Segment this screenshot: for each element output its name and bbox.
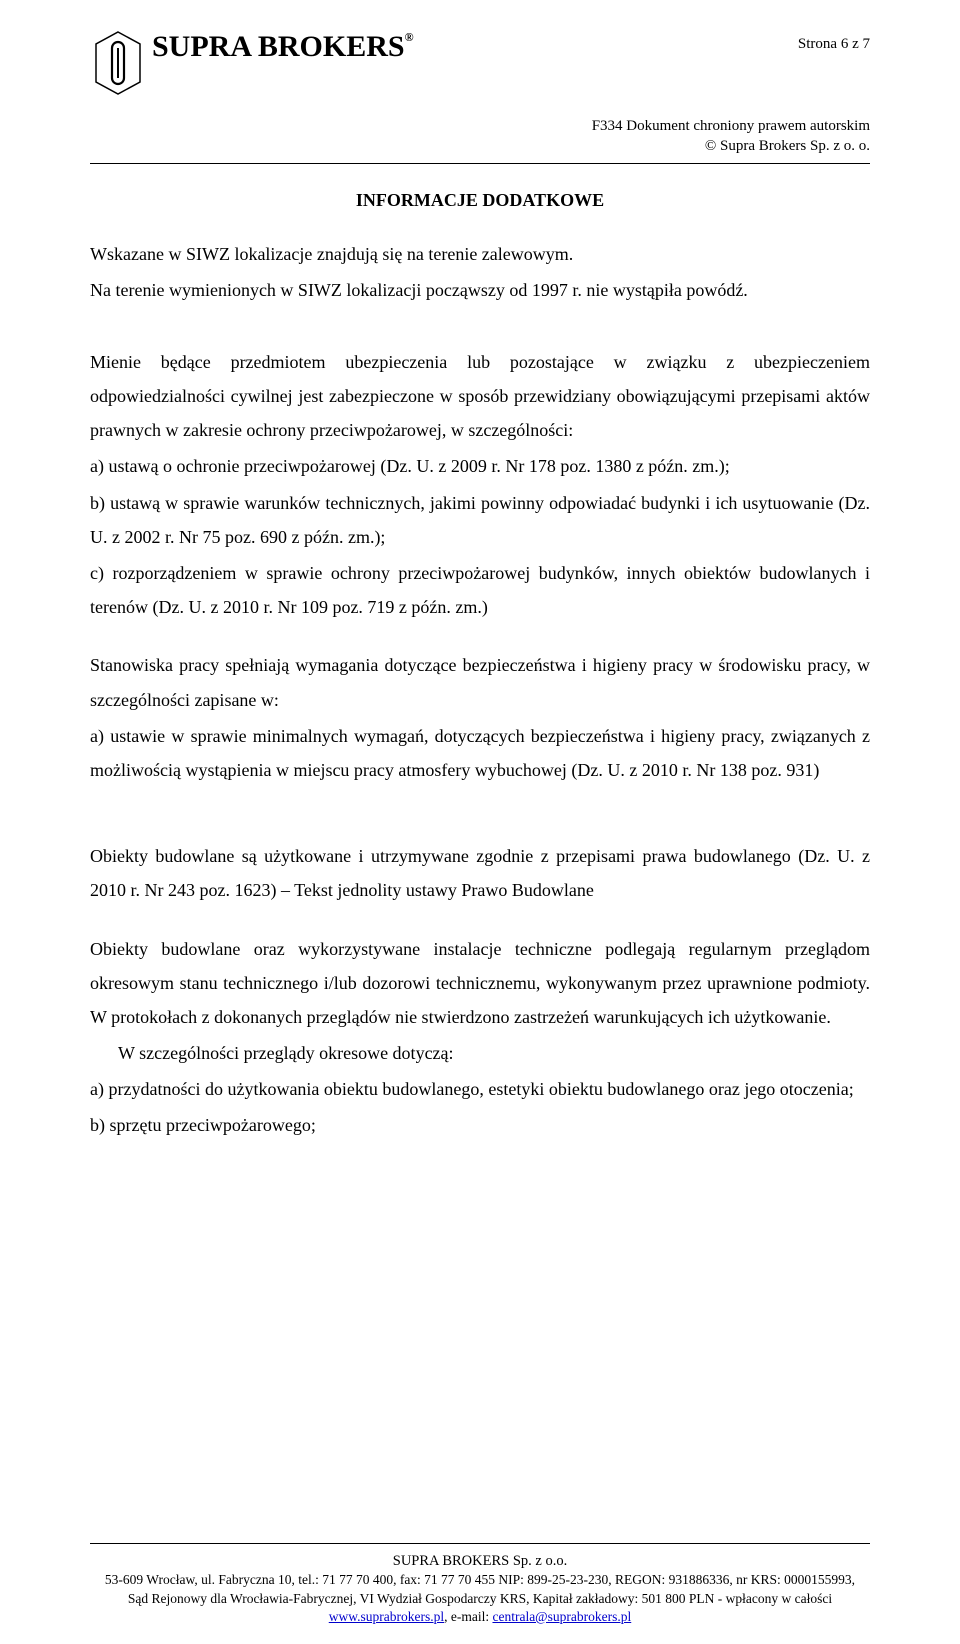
footer-rule bbox=[90, 1543, 870, 1544]
paragraph-2c: c) rozporządzeniem w sprawie ochrony prz… bbox=[90, 556, 870, 624]
paragraph-1a: Wskazane w SIWZ lokalizacje znajdują się… bbox=[90, 237, 870, 271]
brand-logo-icon bbox=[90, 30, 146, 96]
footer-link-sep: , e-mail: bbox=[444, 1609, 492, 1624]
paragraph-2b: b) ustawą w sprawie warunków technicznyc… bbox=[90, 486, 870, 554]
footer-links: www.suprabrokers.pl, e-mail: centrala@su… bbox=[90, 1608, 870, 1626]
footer-email-link[interactable]: centrala@suprabrokers.pl bbox=[492, 1609, 631, 1624]
footer-website-link[interactable]: www.suprabrokers.pl bbox=[329, 1609, 444, 1624]
paragraph-5c: a) przydatności do użytkowania obiektu b… bbox=[90, 1072, 870, 1106]
brand-name-text: SUPRA BROKERS bbox=[152, 30, 405, 63]
header-row: SUPRA BROKERS® Strona 6 z 7 bbox=[90, 30, 870, 96]
footer-line2: 53-609 Wrocław, ul. Fabryczna 10, tel.: … bbox=[90, 1571, 870, 1589]
paragraph-3: Stanowiska pracy spełniają wymagania dot… bbox=[90, 648, 870, 716]
paragraph-5: Obiekty budowlane oraz wykorzystywane in… bbox=[90, 932, 870, 1035]
brand-name: SUPRA BROKERS® bbox=[152, 30, 414, 64]
body-text: Wskazane w SIWZ lokalizacje znajdują się… bbox=[90, 237, 870, 1143]
copyright-line1: F334 Dokument chroniony prawem autorskim bbox=[90, 116, 870, 136]
footer: SUPRA BROKERS Sp. z o.o. 53-609 Wrocław,… bbox=[0, 1537, 960, 1644]
registered-mark: ® bbox=[405, 30, 414, 44]
paragraph-2: Mienie będące przedmiotem ubezpieczenia … bbox=[90, 345, 870, 448]
paragraph-3a: a) ustawie w sprawie minimalnych wymagań… bbox=[90, 719, 870, 787]
section-heading: INFORMACJE DODATKOWE bbox=[90, 190, 870, 211]
header-rule bbox=[90, 163, 870, 164]
copyright-block: F334 Dokument chroniony prawem autorskim… bbox=[90, 116, 870, 157]
paragraph-1b: Na terenie wymienionych w SIWZ lokalizac… bbox=[90, 273, 870, 307]
paragraph-5d: b) sprzętu przeciwpożarowego; bbox=[90, 1108, 870, 1142]
footer-center: SUPRA BROKERS Sp. z o.o. 53-609 Wrocław,… bbox=[90, 1552, 870, 1626]
brand: SUPRA BROKERS® bbox=[90, 30, 414, 96]
page-indicator: Strona 6 z 7 bbox=[798, 36, 870, 53]
paragraph-4: Obiekty budowlane są użytkowane i utrzym… bbox=[90, 839, 870, 907]
paragraph-5b: W szczególności przeglądy okresowe dotyc… bbox=[90, 1036, 870, 1070]
footer-line3: Sąd Rejonowy dla Wrocławia-Fabrycznej, V… bbox=[90, 1590, 870, 1608]
document-page: SUPRA BROKERS® Strona 6 z 7 F334 Dokumen… bbox=[0, 0, 960, 1644]
paragraph-2a: a) ustawą o ochronie przeciwpożarowej (D… bbox=[90, 449, 870, 483]
copyright-line2: © Supra Brokers Sp. z o. o. bbox=[90, 136, 870, 156]
footer-company: SUPRA BROKERS Sp. z o.o. bbox=[90, 1552, 870, 1572]
